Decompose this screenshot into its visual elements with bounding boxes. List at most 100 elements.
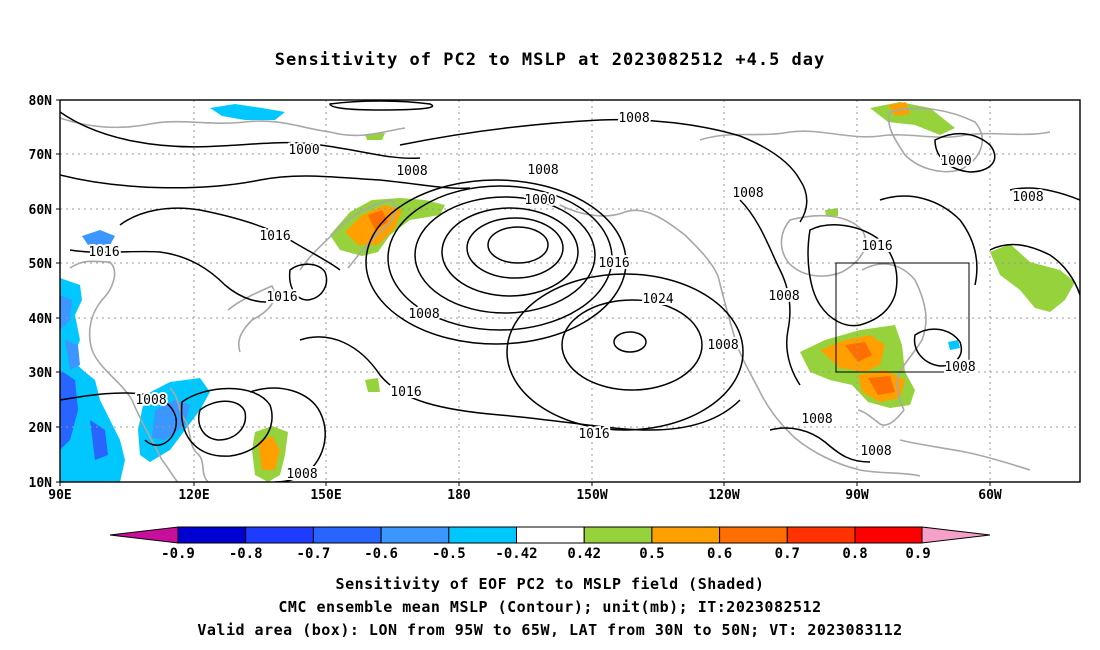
contour-low-ring-1 — [487, 226, 549, 264]
contour-label: 1000 — [288, 143, 319, 158]
neg-region-core-2 — [60, 370, 108, 460]
contour-asia-inner — [288, 263, 328, 301]
coast-caribbean — [899, 439, 1031, 471]
coast-na-east — [861, 263, 927, 411]
neg-region-atlantic-dot — [948, 340, 960, 350]
coast-na-west — [717, 275, 921, 477]
colorbar-swatch — [719, 526, 788, 544]
contour-label: 1008 — [732, 186, 763, 201]
coast-florida — [857, 409, 905, 426]
coast-canada-arctic — [699, 130, 1051, 141]
contour-high-ring-1 — [613, 331, 647, 353]
contour-pacific-1016 — [299, 336, 741, 431]
lat-label: 50N — [29, 257, 53, 272]
colorbar-swatch — [583, 526, 653, 544]
lon-label: 120W — [708, 488, 739, 503]
contour-low-ring-6 — [365, 179, 627, 345]
colorbar-end-high — [921, 526, 991, 544]
contour-label: 1000 — [524, 193, 555, 208]
lon-label: 90W — [845, 488, 869, 503]
colorbar-swatch — [651, 526, 721, 544]
coast-china-korea — [69, 260, 179, 482]
coast-greenland — [887, 107, 984, 173]
contour-label: 1016 — [88, 245, 119, 260]
contour-label: 1016 — [390, 385, 421, 400]
map-frame — [60, 100, 1080, 482]
contour-label: 1016 — [861, 239, 892, 254]
sensitivity-shading — [60, 102, 1075, 482]
lon-label: 150W — [576, 488, 607, 503]
contour-greenland-1000 — [934, 133, 996, 173]
colorbar-label: -0.8 — [229, 546, 263, 562]
colorbar-label: -0.7 — [297, 546, 331, 562]
colorbar-swatch — [786, 526, 856, 544]
contour-label: 1016 — [578, 427, 609, 442]
neg-region-korea — [82, 230, 115, 245]
contour-labels: 1008 1000 1000 1008 1008 1008 1016 1016 … — [86, 109, 1045, 484]
colorbar-swatch — [448, 526, 517, 544]
contour-low-ring-4 — [414, 196, 596, 314]
colorbar-swatch — [380, 526, 450, 544]
contour-asia-1008 — [60, 392, 177, 446]
contour-low-ring-2 — [466, 217, 564, 279]
colorbar-label: 0.8 — [842, 546, 867, 562]
colorbar-end-low — [109, 526, 179, 544]
contour-na-1016 — [807, 224, 898, 327]
colorbar-swatch — [854, 526, 923, 544]
contour-atlantic-1008 — [1009, 187, 1080, 201]
colorbar-label: 0.42 — [567, 546, 601, 562]
pos-region-spot-2 — [365, 378, 380, 392]
contour-label: 1008 — [944, 360, 975, 375]
coast-japan — [227, 284, 276, 353]
lat-label: 60N — [29, 203, 53, 218]
colorbar — [109, 526, 991, 544]
pos-region-spot-3 — [825, 208, 838, 216]
contour-label: 1008 — [1012, 190, 1043, 205]
colorbar-labels: -0.9 -0.8 -0.7 -0.6 -0.5 -0.42 0.42 0.5 … — [161, 546, 931, 562]
contour-label: 1008 — [707, 338, 738, 353]
contour-high-ring-3 — [506, 273, 744, 431]
contour-west-pacific-1008 — [249, 387, 326, 482]
coast-asia-arctic — [60, 117, 406, 137]
lon-label: 120E — [178, 488, 209, 503]
colorbar-label: -0.6 — [364, 546, 398, 562]
colorbar-swatch — [516, 526, 585, 544]
caption-valid-area: Valid area (box): LON from 95W to 65W, L… — [197, 621, 903, 639]
contour-low-ring-5 — [387, 185, 613, 331]
contour-label: 1024 — [642, 292, 673, 307]
caption-contour: CMC ensemble mean MSLP (Contour); unit(m… — [278, 598, 822, 616]
contour-arctic-1008a — [60, 174, 471, 190]
colorbar-swatch — [245, 526, 314, 544]
lon-label: 60W — [978, 488, 1002, 503]
contour-label: 1008 — [768, 289, 799, 304]
map-ticks — [56, 99, 991, 486]
valid-area-box — [835, 262, 970, 373]
colorbar-label: -0.42 — [495, 546, 537, 562]
colorbar-swatch — [177, 526, 247, 544]
contour-label: 1008 — [286, 467, 317, 482]
lat-label: 30N — [29, 366, 53, 381]
neg-region-arctic — [210, 104, 285, 120]
colorbar-label: 0.7 — [775, 546, 800, 562]
contour-na-1008-east — [879, 195, 978, 286]
pos-region-gulf-peak — [845, 342, 895, 395]
pos-region-west-pacific-core — [258, 436, 280, 470]
lon-label: 90E — [48, 488, 71, 503]
mslp-contours — [60, 100, 1080, 482]
contour-asia-1016b — [69, 249, 281, 303]
colorbar-label: 0.5 — [639, 546, 664, 562]
neg-region-core-1 — [60, 295, 80, 370]
lat-labels: 80N 70N 60N 50N 40N 30N 20N 10N — [29, 94, 53, 491]
contour-na-1008 — [739, 199, 801, 386]
contour-asia-1016 — [119, 207, 341, 271]
pos-region-greenland-core — [888, 102, 910, 116]
colorbar-label: -0.5 — [432, 546, 466, 562]
contour-atlantic-1016 — [989, 243, 1080, 296]
lat-label: 70N — [29, 148, 53, 163]
contour-label: 1008 — [527, 163, 558, 178]
pos-region-kamchatka-peak — [368, 210, 388, 230]
colorbar-label: -0.9 — [161, 546, 195, 562]
lat-label: 20N — [29, 421, 53, 436]
colorbar-swatch — [312, 526, 382, 544]
